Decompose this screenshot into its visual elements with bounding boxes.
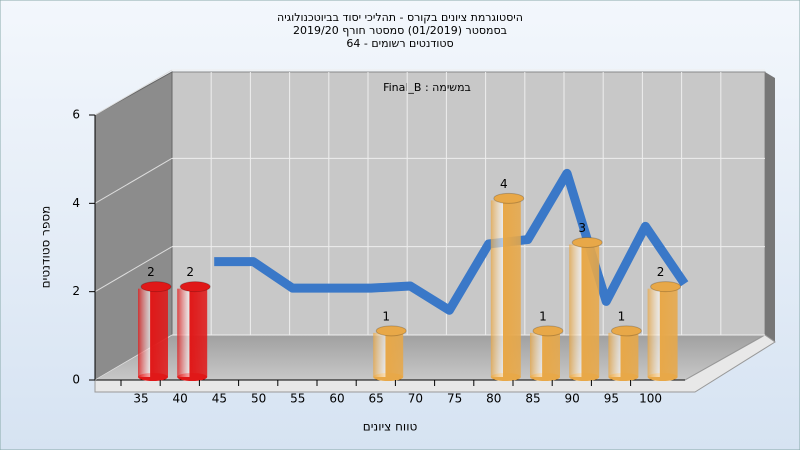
y-tick-label: 2: [72, 284, 80, 298]
x-tick-label: 40: [173, 392, 188, 406]
grid-line: [94, 69, 173, 116]
bar-group: [608, 325, 642, 381]
chart-title: בסמסטר (01/2019) סמסטר חורף 2019/20: [293, 24, 507, 37]
x-axis-label: טווח ציונים: [363, 420, 418, 434]
data-label: 3: [578, 221, 586, 235]
y-tick-label: 0: [72, 373, 80, 387]
wall-edge: [765, 72, 775, 342]
grid-line: [94, 246, 173, 293]
x-tick-label: 90: [565, 392, 580, 406]
x-tick-label: 100: [639, 392, 662, 406]
bar-group: [647, 281, 682, 381]
bar-top: [493, 192, 525, 204]
x-tick-label: 85: [525, 392, 540, 406]
bar-top: [610, 325, 642, 337]
data-label: 2: [147, 265, 155, 279]
curve-ribbon: [214, 168, 689, 315]
x-tick-label: 80: [486, 392, 501, 406]
annotation: Final_B : במשימה: [383, 81, 471, 94]
data-label: 4: [500, 177, 508, 191]
x-tick-label: 70: [408, 392, 423, 406]
bar-top: [375, 325, 407, 337]
bar: [373, 332, 404, 377]
data-label: 2: [186, 265, 194, 279]
x-tick-label: 95: [604, 392, 619, 406]
bar-group: [373, 325, 407, 381]
x-tick-label: 60: [329, 392, 344, 406]
chart-title: סטודנטים רשומים - 64: [346, 37, 453, 50]
bar-top: [650, 281, 682, 293]
data-label: 1: [618, 309, 626, 323]
x-tick-label: 55: [290, 392, 305, 406]
bar-top: [179, 281, 211, 293]
y-tick-label: 6: [72, 108, 80, 122]
data-label: 2: [657, 265, 665, 279]
x-tick-label: 75: [447, 392, 462, 406]
bar-top: [532, 325, 564, 337]
y-axis-label: מספר סטודנטים: [39, 206, 53, 289]
x-tick-label: 45: [212, 392, 227, 406]
bar: [177, 288, 208, 377]
bar-group: [490, 192, 525, 381]
bar-top: [140, 281, 172, 293]
chart-title: היסטוגרמת ציונים בקורס - תהליכי יסוד בבי…: [277, 11, 523, 24]
data-label: 1: [382, 309, 390, 323]
x-tick-label: 35: [133, 392, 148, 406]
bar: [647, 288, 678, 377]
y-tick-label: 4: [72, 196, 80, 210]
bar: [569, 244, 600, 377]
bar-top: [571, 237, 603, 248]
x-tick-label: 65: [369, 392, 384, 406]
bar-group: [530, 325, 564, 381]
bar: [490, 200, 521, 377]
data-label: 1: [539, 309, 547, 323]
grid-line: [94, 157, 173, 204]
bar-group: [177, 281, 211, 381]
bar: [530, 332, 560, 377]
bar: [138, 288, 168, 377]
x-tick-label: 50: [251, 392, 266, 406]
bar: [608, 332, 639, 377]
bar-group: [569, 237, 603, 381]
bar-group: [138, 281, 172, 381]
